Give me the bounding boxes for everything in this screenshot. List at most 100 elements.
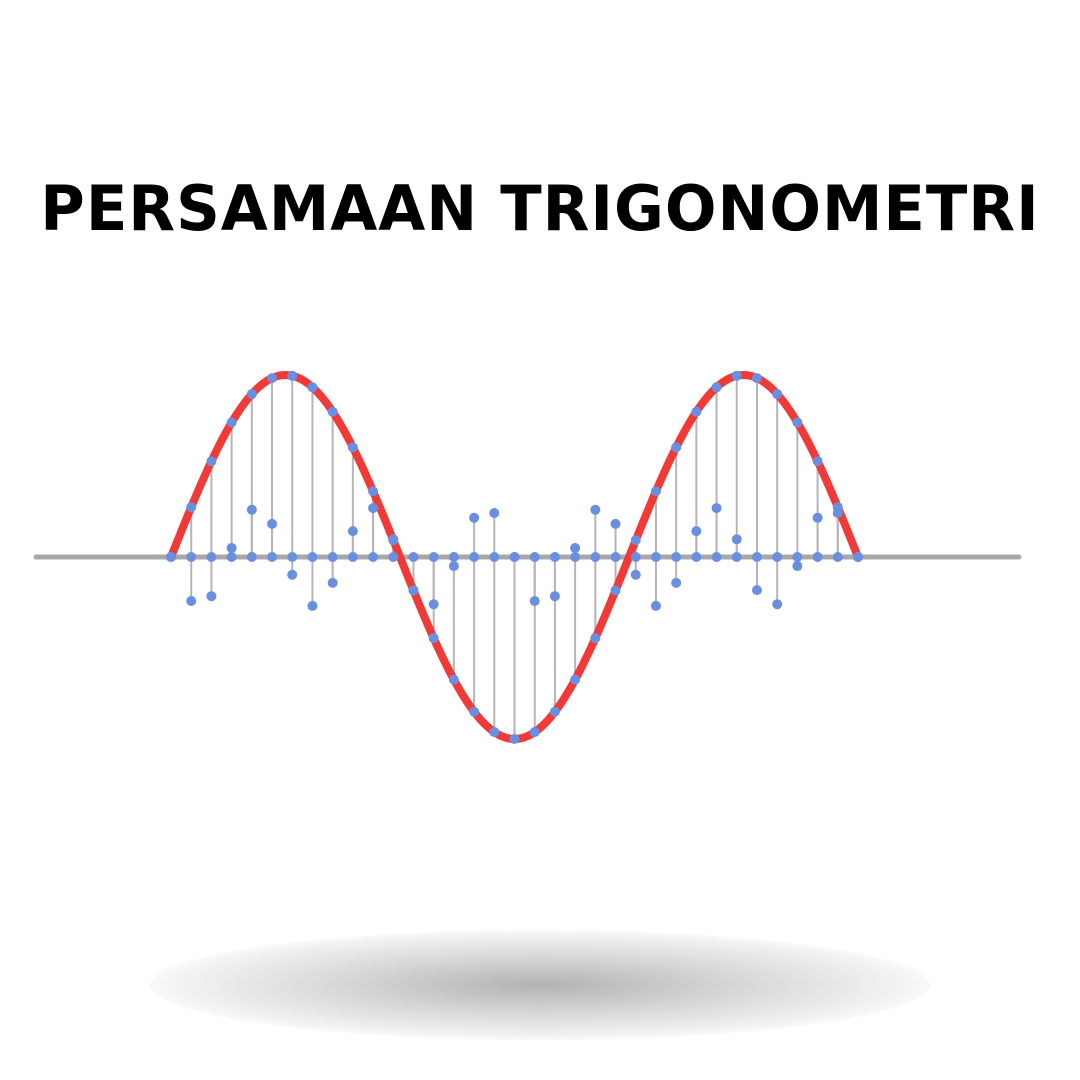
axis-sample-dot — [792, 552, 803, 562]
secondary-sample-dot — [469, 512, 480, 523]
secondary-sample-dot — [368, 503, 379, 514]
curve-sample-dot — [549, 706, 560, 717]
secondary-sample-dot — [610, 518, 621, 529]
secondary-sample-dot — [570, 542, 581, 553]
axis-sample-dot — [751, 552, 762, 562]
curve-sample-dot — [529, 727, 540, 738]
axis-sample-dot — [287, 552, 298, 562]
curve-sample-dot — [246, 389, 257, 400]
secondary-sample-dot — [630, 569, 641, 580]
axis-sample-dot — [327, 552, 338, 562]
curve-sample-dot — [751, 373, 762, 384]
axis-sample-dot — [267, 552, 278, 562]
secondary-sample-dot — [711, 503, 722, 514]
secondary-sample-dot — [731, 534, 742, 545]
axis-sample-dot — [388, 552, 399, 562]
secondary-sample-dot — [287, 569, 298, 580]
secondary-sample-dot — [671, 577, 682, 588]
axis-sample-dot — [671, 552, 682, 562]
secondary-sample-dot — [509, 552, 520, 562]
secondary-sample-dot — [853, 552, 863, 562]
secondary-sample-dot — [812, 512, 823, 523]
axis-sample-dot — [590, 552, 601, 562]
curve-sample-dot — [570, 674, 581, 685]
curve-sample-dot — [509, 734, 520, 744]
axis-sample-dot — [650, 552, 661, 562]
curve-sample-dot — [792, 417, 803, 428]
curve-sample-dot — [489, 727, 500, 738]
curve-sample-dot — [347, 442, 358, 453]
axis-sample-dot — [832, 552, 843, 562]
secondary-sample-dot — [650, 600, 661, 611]
secondary-sample-dot — [489, 508, 500, 519]
axis-sample-dot — [206, 552, 217, 562]
curve-sample-dot — [731, 370, 742, 381]
curve-sample-dot — [772, 389, 783, 400]
axis-sample-dot — [691, 552, 702, 562]
secondary-sample-dot — [388, 534, 399, 545]
sample-dots — [166, 370, 863, 744]
secondary-sample-dot — [226, 542, 237, 553]
secondary-sample-dot — [428, 599, 439, 610]
axis-sample-dot — [610, 552, 621, 562]
secondary-sample-dot — [691, 526, 702, 537]
secondary-sample-dot — [772, 599, 783, 610]
axis-sample-dot — [448, 552, 459, 562]
secondary-sample-dot — [186, 595, 197, 606]
secondary-sample-dot — [267, 518, 278, 529]
secondary-sample-dot — [347, 526, 358, 537]
curve-sample-dot — [630, 535, 641, 546]
secondary-sample-dot — [246, 504, 257, 515]
axis-sample-dot — [731, 552, 742, 562]
curve-sample-dot — [448, 674, 459, 685]
curve-sample-dot — [267, 373, 278, 384]
curve-sample-dot — [186, 502, 197, 513]
axis-sample-dot — [549, 552, 560, 562]
axis-sample-dot — [489, 552, 500, 562]
secondary-sample-dot — [792, 561, 803, 572]
secondary-sample-dot — [590, 504, 601, 515]
curve-sample-dot — [428, 633, 439, 644]
axis-sample-dot — [226, 552, 237, 562]
curve-sample-dot — [327, 406, 338, 417]
secondary-sample-dot — [408, 585, 419, 596]
curve-sample-dot — [469, 706, 480, 717]
axis-sample-dot — [529, 552, 540, 562]
curve-sample-dot — [671, 442, 682, 453]
ground-shadow — [150, 930, 930, 1040]
secondary-sample-dot — [448, 561, 459, 572]
axis-sample-dot — [772, 552, 783, 562]
secondary-sample-dot — [206, 591, 217, 602]
axis-sample-dot — [469, 552, 480, 562]
curve-sample-dot — [206, 456, 217, 467]
axis-sample-dot — [711, 552, 722, 562]
axis-sample-dot — [347, 552, 358, 562]
curve-sample-dot — [368, 486, 379, 497]
curve-sample-dot — [610, 585, 621, 596]
axis-sample-dot — [307, 552, 318, 562]
secondary-sample-dot — [529, 595, 540, 606]
curve-sample-dot — [307, 382, 318, 393]
axis-sample-dot — [408, 552, 419, 562]
secondary-sample-dot — [751, 585, 762, 596]
axis-sample-dot — [368, 552, 379, 562]
secondary-sample-dot — [307, 600, 318, 611]
curve-sample-dot — [691, 406, 702, 417]
curve-sample-dot — [650, 486, 661, 497]
axis-sample-dot — [186, 552, 197, 562]
secondary-sample-dot — [549, 591, 560, 602]
page-title: PERSAMAAN TRIGONOMETRI — [40, 172, 1040, 245]
curve-sample-dot — [812, 456, 823, 467]
curve-sample-dot — [226, 417, 237, 428]
axis-sample-dot — [428, 552, 439, 562]
axis-sample-dot — [246, 552, 257, 562]
curve-sample-dot — [711, 382, 722, 393]
axis-sample-dot — [812, 552, 823, 562]
axis-sample-dot — [570, 552, 581, 562]
curve-sample-dot — [287, 370, 298, 381]
axis-sample-dot — [630, 552, 641, 562]
secondary-sample-dot — [832, 508, 843, 519]
secondary-sample-dot — [166, 552, 176, 562]
